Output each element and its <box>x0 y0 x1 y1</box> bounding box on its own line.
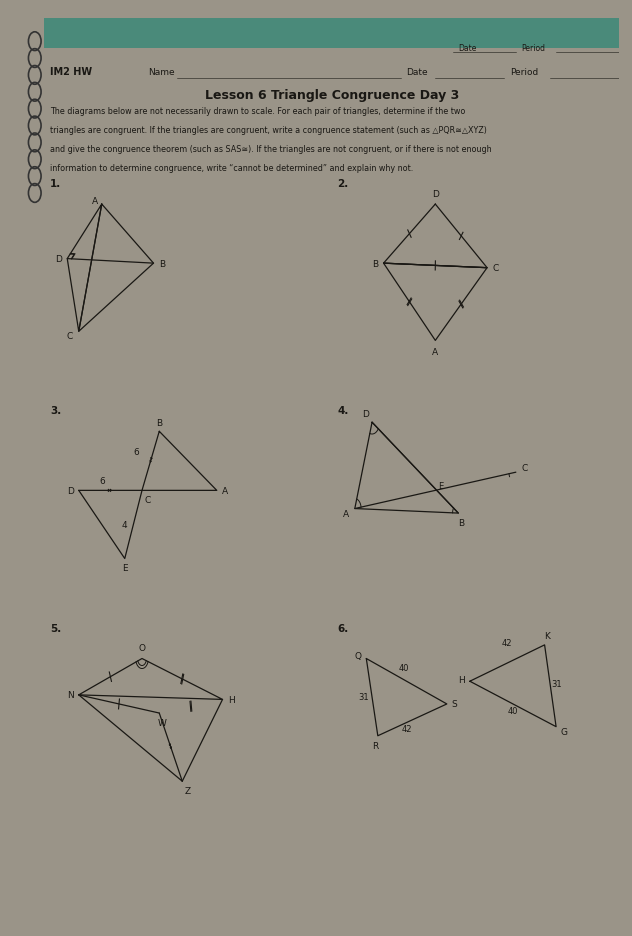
Text: O: O <box>138 643 145 652</box>
Text: information to determine congruence, write “cannot be determined” and explain wh: information to determine congruence, wri… <box>50 164 413 173</box>
Text: K: K <box>545 632 550 640</box>
Text: 40: 40 <box>398 664 409 673</box>
Text: D: D <box>55 255 62 264</box>
Text: C: C <box>492 264 499 273</box>
FancyBboxPatch shape <box>37 7 627 49</box>
Text: B: B <box>156 418 162 427</box>
Text: 4.: 4. <box>337 405 349 416</box>
Text: B: B <box>458 519 465 527</box>
Text: Period: Period <box>510 68 538 77</box>
Text: 4: 4 <box>122 520 128 529</box>
Text: A: A <box>432 347 439 357</box>
Text: and give the congruence theorem (such as SAS≅). If the triangles are not congrue: and give the congruence theorem (such as… <box>50 145 492 154</box>
Text: Q: Q <box>354 651 361 661</box>
Text: 5.: 5. <box>50 623 61 634</box>
Text: 31: 31 <box>358 693 368 702</box>
Text: R: R <box>372 741 378 751</box>
Text: 40: 40 <box>507 707 518 715</box>
Text: 6: 6 <box>99 476 105 486</box>
Text: 1.: 1. <box>50 179 61 189</box>
Text: E: E <box>122 563 128 573</box>
Text: The diagrams below are not necessarily drawn to scale. For each pair of triangle: The diagrams below are not necessarily d… <box>50 107 465 116</box>
Text: H: H <box>458 675 465 684</box>
Text: E: E <box>439 481 444 490</box>
Text: H: H <box>228 695 234 704</box>
Text: W: W <box>158 718 167 727</box>
Text: A: A <box>343 509 349 518</box>
Text: C: C <box>145 495 151 505</box>
Text: B: B <box>372 259 378 269</box>
Text: D: D <box>362 409 368 418</box>
Text: 42: 42 <box>502 638 513 647</box>
Text: N: N <box>67 691 73 699</box>
Text: Date: Date <box>458 43 477 52</box>
Text: S: S <box>451 700 457 709</box>
Text: D: D <box>432 189 439 198</box>
Text: 6.: 6. <box>337 623 349 634</box>
Text: triangles are congruent. If the triangles are congruent, write a congruence stat: triangles are congruent. If the triangle… <box>50 126 487 135</box>
Text: C: C <box>521 463 528 473</box>
Text: 2.: 2. <box>337 179 349 189</box>
Text: 31: 31 <box>551 679 562 688</box>
Text: 42: 42 <box>401 724 412 734</box>
Text: Lesson 6 Triangle Congruence Day 3: Lesson 6 Triangle Congruence Day 3 <box>205 90 459 102</box>
Text: 3.: 3. <box>50 405 61 416</box>
Text: Period: Period <box>521 43 545 52</box>
Text: G: G <box>560 727 567 736</box>
Text: A: A <box>222 487 228 495</box>
Text: C: C <box>67 332 73 341</box>
Text: IM2 HW: IM2 HW <box>50 67 92 77</box>
Text: Name: Name <box>148 68 174 77</box>
Text: Z: Z <box>185 786 191 795</box>
Text: A: A <box>92 197 98 206</box>
Text: Date: Date <box>406 68 428 77</box>
Text: D: D <box>67 487 73 495</box>
Text: 6: 6 <box>133 447 139 457</box>
Text: B: B <box>159 259 165 269</box>
